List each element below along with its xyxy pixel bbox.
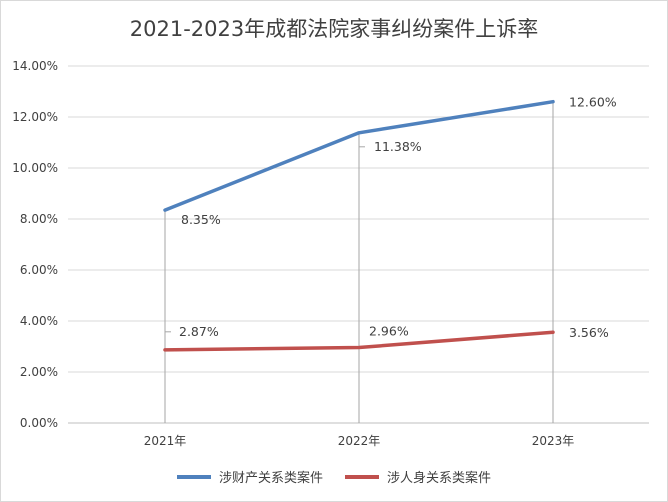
legend-label-personal: 涉人身关系类案件 xyxy=(387,471,492,486)
legend-item-property: 涉财产关系类案件 xyxy=(176,467,323,486)
y-tick-label-0: 0.00% xyxy=(20,416,58,430)
y-tick-label-2: 4.00% xyxy=(20,314,58,328)
x-tick-label-0: 2021年 xyxy=(144,434,187,448)
data-label-1-0: 2.87% xyxy=(179,324,219,339)
data-label-0-1: 11.38% xyxy=(374,139,422,154)
y-tick-label-4: 8.00% xyxy=(20,212,58,226)
y-tick-label-5: 10.00% xyxy=(12,161,58,175)
legend-swatch-personal xyxy=(345,474,379,479)
y-tick-label-3: 6.00% xyxy=(20,263,58,277)
data-label-1-1: 2.96% xyxy=(369,324,409,339)
chart-legend: 涉财产关系类案件 涉人身关系类案件 xyxy=(1,467,667,486)
y-tick-label-7: 14.00% xyxy=(12,59,58,73)
chart-title: 2021-2023年成都法院家事纠纷案件上诉率 xyxy=(129,17,539,41)
legend-swatch-property xyxy=(176,474,211,479)
legend-item-personal: 涉人身关系类案件 xyxy=(345,467,491,486)
series-line-0 xyxy=(163,99,555,212)
x-tick-label-1: 2022年 xyxy=(338,434,381,448)
legend-label-property: 涉财产关系类案件 xyxy=(218,471,323,486)
y-tick-label-1: 2.00% xyxy=(20,365,58,379)
data-label-0-2: 12.60% xyxy=(569,95,617,110)
data-label-1-2: 3.56% xyxy=(569,325,609,340)
data-label-0-0: 8.35% xyxy=(181,212,221,227)
y-tick-label-6: 12.00% xyxy=(12,110,58,124)
series-line-1 xyxy=(163,330,555,352)
x-tick-label-2: 2023年 xyxy=(532,434,575,448)
